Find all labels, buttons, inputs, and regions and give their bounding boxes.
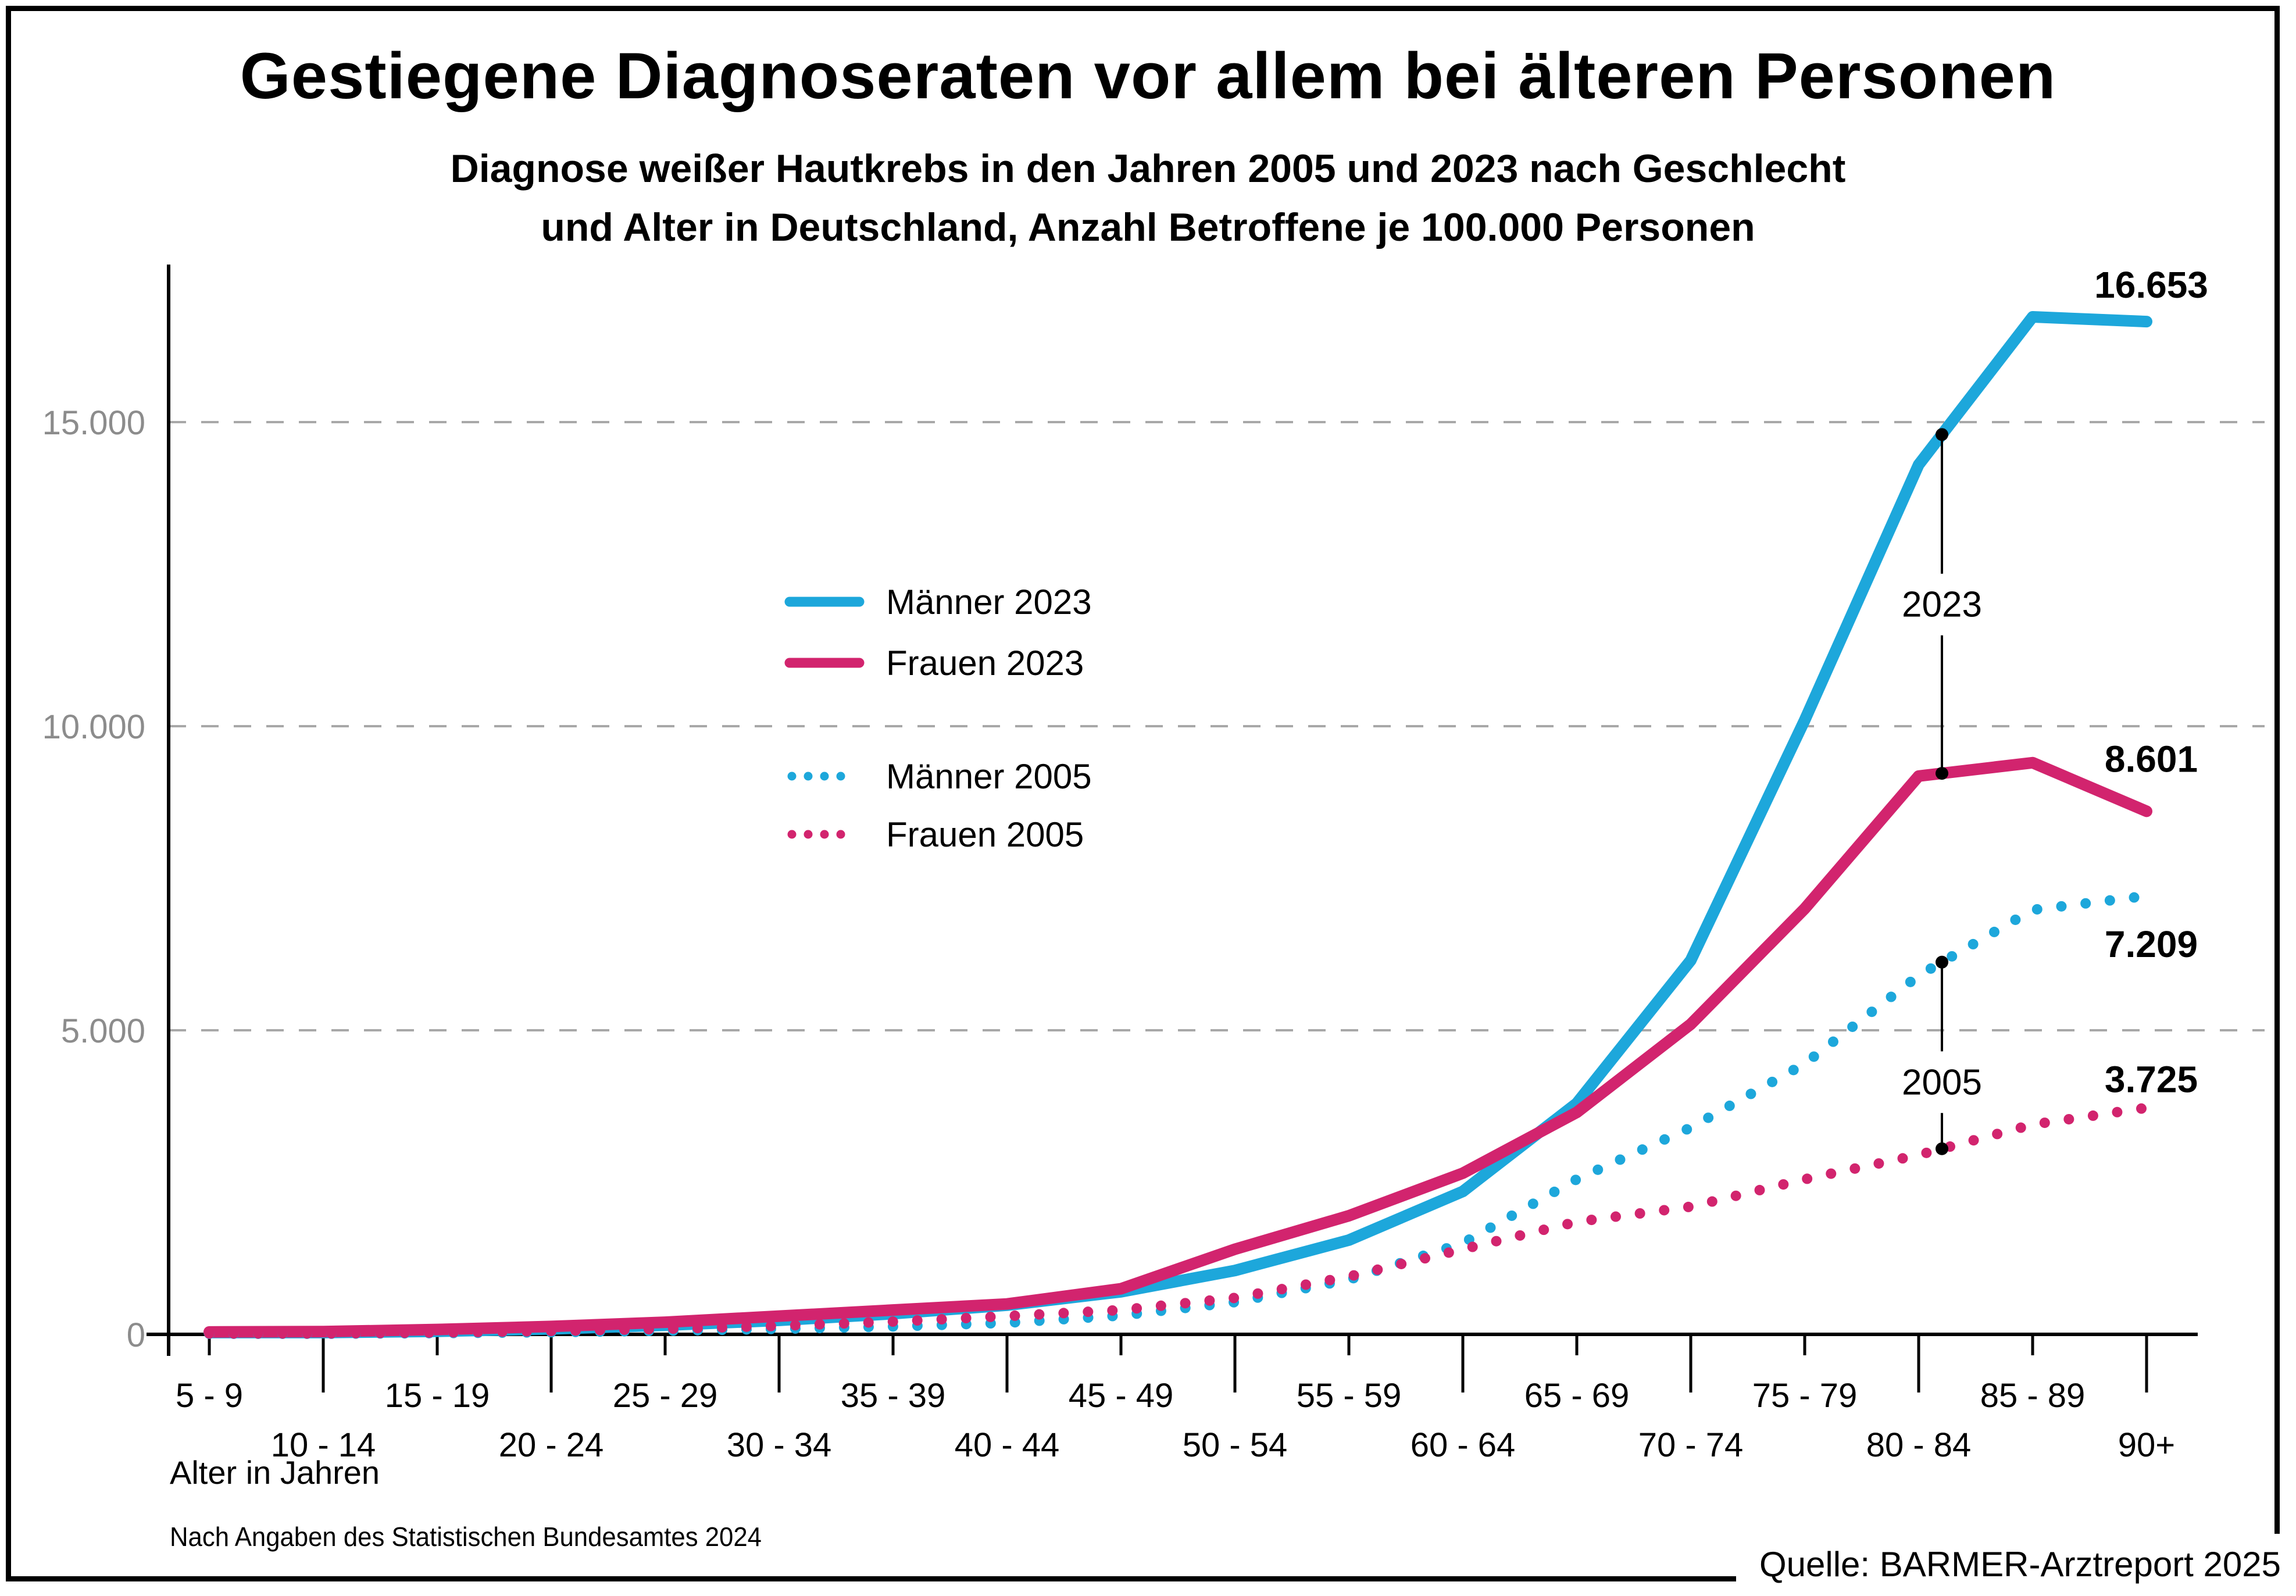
x-tick-label: 80 - 84 xyxy=(1866,1426,1972,1464)
y-tick-label: 10.000 xyxy=(42,708,145,746)
annotation-dot xyxy=(1936,767,1948,780)
value-label-8.601: 8.601 xyxy=(2105,738,2198,780)
x-tick-label: 15 - 19 xyxy=(385,1377,490,1415)
x-tick-label: 75 - 79 xyxy=(1752,1377,1858,1415)
annotation-label-2005: 2005 xyxy=(1902,1062,1982,1102)
x-tick-label: 45 - 49 xyxy=(1069,1377,1174,1415)
x-tick-label: 30 - 34 xyxy=(727,1426,832,1464)
x-tick-label: 25 - 29 xyxy=(613,1377,718,1415)
x-tick-label: 55 - 59 xyxy=(1297,1377,1402,1415)
x-tick-label: 65 - 69 xyxy=(1524,1377,1630,1415)
value-label-3.725: 3.725 xyxy=(2105,1058,2198,1100)
y-tick-label: 15.000 xyxy=(42,404,145,442)
annotation-dot xyxy=(1936,428,1948,441)
y-tick-label: 0 xyxy=(127,1316,145,1354)
annotation-label-2023: 2023 xyxy=(1902,585,1982,625)
x-tick-label: 40 - 44 xyxy=(955,1426,1060,1464)
value-label-7.209: 7.209 xyxy=(2105,923,2198,965)
x-tick-label: 10 - 14 xyxy=(271,1426,376,1464)
x-tick-label: 20 - 24 xyxy=(499,1426,604,1464)
series-line-m-nner-2023 xyxy=(203,311,2152,1338)
x-tick-label: 90+ xyxy=(2118,1426,2175,1464)
chart-subtitle: Diagnose weißer Hautkrebs in den Jahren … xyxy=(0,140,2296,256)
x-tick-label: 5 - 9 xyxy=(176,1377,243,1415)
legend-label-frauen-2005: Frauen 2005 xyxy=(886,815,1084,854)
x-axis-title: Alter in Jahren xyxy=(170,1454,380,1491)
chart-border-frame xyxy=(6,6,2280,1581)
chart-subtitle-line2: und Alter in Deutschland, Anzahl Betroff… xyxy=(541,205,1755,249)
series-line-frauen-2023 xyxy=(203,756,2152,1338)
x-tick-label: 60 - 64 xyxy=(1411,1426,1516,1464)
x-tick-label: 70 - 74 xyxy=(1638,1426,1744,1464)
page-title: Gestiegene Diagnoseraten vor allem bei ä… xyxy=(240,40,2056,112)
source-label: Quelle: BARMER-Arztreport 2025 xyxy=(1759,1545,2281,1584)
annotation-dot xyxy=(1936,1142,1948,1155)
source-box: Quelle: BARMER-Arztreport 2025 xyxy=(1736,1534,2296,1596)
series-line-frauen-2005 xyxy=(204,1102,2152,1339)
footnote-source-note: Nach Angaben des Statistischen Bundesamt… xyxy=(170,1522,762,1552)
y-tick-label: 5.000 xyxy=(61,1012,145,1050)
x-tick-label: 85 - 89 xyxy=(1980,1377,2086,1415)
x-tick-label: 50 - 54 xyxy=(1183,1426,1288,1464)
chart-subtitle-line1: Diagnose weißer Hautkrebs in den Jahren … xyxy=(450,147,1846,191)
value-label-16.653: 16.653 xyxy=(2094,264,2208,306)
legend-label-m-nner-2005: Männer 2005 xyxy=(886,757,1092,796)
legend-label-frauen-2023: Frauen 2023 xyxy=(886,644,1084,683)
legend-label-m-nner-2023: Männer 2023 xyxy=(886,583,1092,622)
annotation-dot xyxy=(1936,955,1948,969)
x-tick-label: 35 - 39 xyxy=(841,1377,946,1415)
